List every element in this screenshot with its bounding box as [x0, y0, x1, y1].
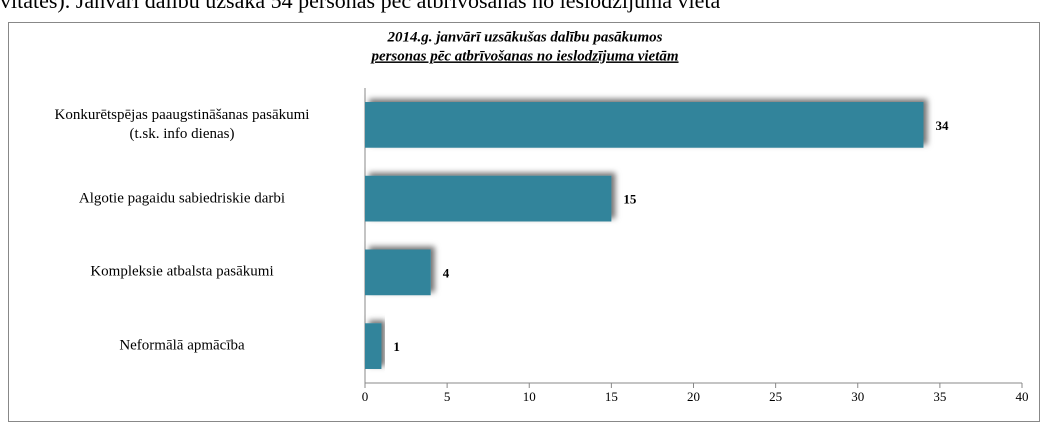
- x-tick-label: 20: [687, 389, 700, 404]
- x-tick-label: 30: [851, 389, 864, 404]
- x-tick-label: 5: [444, 389, 451, 404]
- x-tick-label: 35: [933, 389, 946, 404]
- category-label: Konkurētspējas paaugstināšanas pasākumi …: [54, 106, 310, 142]
- bar: [365, 323, 382, 369]
- x-tick-label: 15: [605, 389, 618, 404]
- value-label: 1: [393, 339, 400, 354]
- category-label: Algotie pagaidu sabiedriskie darbi: [78, 190, 286, 207]
- category-label: Neformālā apmācība: [119, 337, 245, 354]
- x-tick-label: 25: [769, 389, 782, 404]
- value-label: 15: [623, 192, 637, 207]
- x-tick-label: 10: [523, 389, 536, 404]
- value-label: 34: [935, 118, 949, 133]
- category-label: Kompleksie atbalsta pasākumi: [90, 263, 274, 280]
- bar: [365, 249, 431, 296]
- value-label: 4: [443, 265, 450, 280]
- bar: [365, 175, 612, 222]
- chart-subtitle: personas pēc atbrīvošanas no ieslodzījum…: [369, 48, 678, 64]
- chart-title: 2014.g. janvārī uzsākušas dalību pasākum…: [386, 29, 662, 45]
- x-tick-label: 0: [362, 389, 369, 404]
- x-tick-label: 40: [1016, 389, 1029, 404]
- header-text: vitātes). Janvārī dalību uzsāka 54 perso…: [0, 0, 721, 13]
- bar: [365, 102, 924, 148]
